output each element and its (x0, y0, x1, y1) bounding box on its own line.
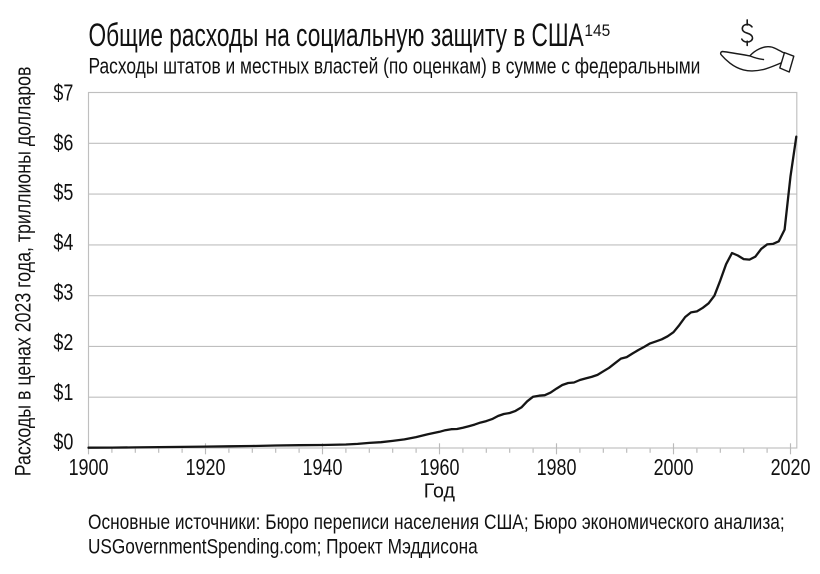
svg-text:$2: $2 (53, 330, 73, 356)
svg-text:$4: $4 (53, 230, 73, 256)
svg-text:$6: $6 (53, 130, 73, 156)
svg-text:USGovernmentSpending.com; Прое: USGovernmentSpending.com; Проект Мэддисо… (88, 536, 478, 559)
svg-text:Расходы штатов и местных власт: Расходы штатов и местных властей (по оце… (89, 55, 701, 79)
svg-text:Общие расходы на социальную за: Общие расходы на социальную защиту в США (89, 17, 585, 53)
svg-text:Основные источники: Бюро переп: Основные источники: Бюро переписи населе… (88, 512, 785, 535)
svg-text:Год: Год (424, 480, 456, 502)
svg-text:$1: $1 (53, 380, 73, 406)
svg-text:1900: 1900 (69, 455, 109, 481)
svg-text:2020: 2020 (771, 455, 811, 481)
svg-text:Расходы в ценах 2023 года, три: Расходы в ценах 2023 года, триллионы дол… (12, 67, 36, 477)
svg-text:$7: $7 (53, 80, 73, 106)
svg-text:1940: 1940 (303, 455, 343, 481)
svg-text:2000: 2000 (654, 455, 694, 481)
svg-text:$0: $0 (53, 430, 73, 456)
svg-text:145: 145 (584, 23, 610, 41)
svg-text:1920: 1920 (186, 455, 226, 481)
svg-text:$5: $5 (53, 180, 73, 206)
svg-text:$3: $3 (53, 280, 73, 306)
svg-text:1960: 1960 (420, 455, 460, 481)
svg-text:1980: 1980 (537, 455, 577, 481)
